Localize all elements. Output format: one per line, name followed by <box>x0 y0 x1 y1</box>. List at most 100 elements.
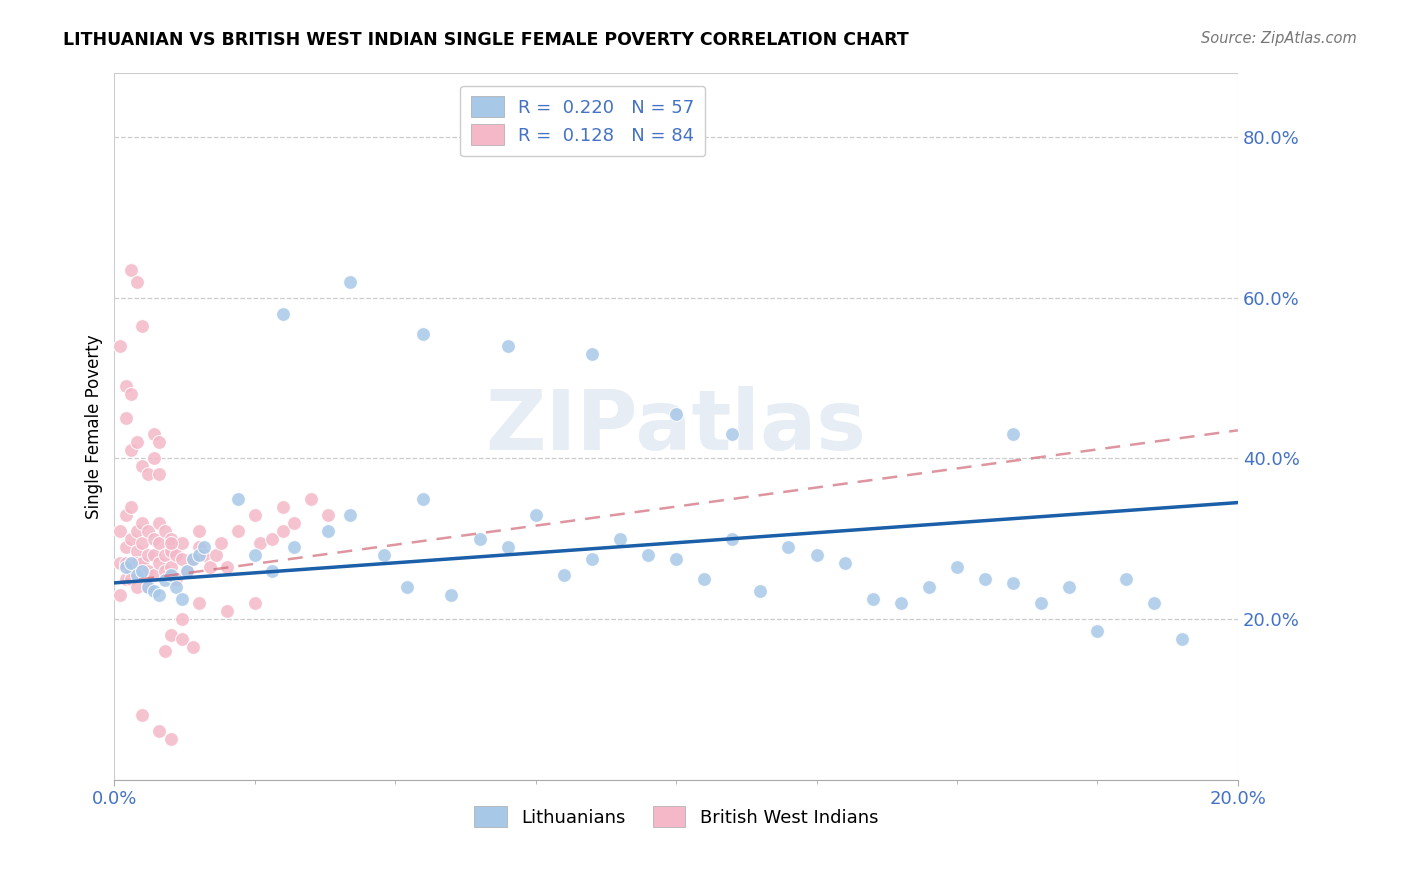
Point <box>159 543 181 558</box>
Point <box>114 559 136 574</box>
Point <box>974 572 997 586</box>
Point <box>243 548 266 562</box>
Point <box>114 508 136 522</box>
Point <box>524 508 547 522</box>
Point <box>136 467 159 482</box>
Point <box>120 532 142 546</box>
Point <box>271 524 294 538</box>
Point <box>159 732 181 747</box>
Point <box>114 556 136 570</box>
Point <box>170 591 193 606</box>
Point <box>283 540 305 554</box>
Point <box>187 524 209 538</box>
Point <box>114 572 136 586</box>
Point <box>609 532 631 546</box>
Point <box>271 500 294 514</box>
Point <box>114 379 136 393</box>
Point <box>142 532 165 546</box>
Point <box>142 451 165 466</box>
Point <box>108 524 131 538</box>
Point <box>120 556 142 570</box>
Point <box>1059 580 1081 594</box>
Point <box>136 564 159 578</box>
Point <box>153 574 176 588</box>
Point <box>249 535 271 549</box>
Point <box>142 427 165 442</box>
Point <box>468 532 491 546</box>
Point <box>581 347 603 361</box>
Point <box>243 508 266 522</box>
Point <box>412 491 434 506</box>
Point <box>125 524 148 538</box>
Point <box>215 559 238 574</box>
Point <box>142 567 165 582</box>
Point <box>170 535 193 549</box>
Point <box>131 459 153 474</box>
Point <box>153 524 176 538</box>
Point <box>170 612 193 626</box>
Point <box>159 567 181 582</box>
Point <box>299 491 322 506</box>
Point <box>834 556 856 570</box>
Point <box>131 535 153 549</box>
Point <box>131 564 153 578</box>
Point <box>120 572 142 586</box>
Point <box>316 524 339 538</box>
Point <box>1002 575 1025 590</box>
Point <box>108 339 131 353</box>
Point <box>170 632 193 646</box>
Point <box>108 588 131 602</box>
Point <box>271 307 294 321</box>
Point <box>181 551 204 566</box>
Point <box>120 443 142 458</box>
Point <box>316 508 339 522</box>
Point <box>260 564 283 578</box>
Point <box>226 491 249 506</box>
Point <box>148 467 170 482</box>
Point <box>260 532 283 546</box>
Point <box>1170 632 1192 646</box>
Point <box>148 435 170 450</box>
Point <box>243 596 266 610</box>
Point <box>1031 596 1053 610</box>
Point <box>131 516 153 530</box>
Point <box>1115 572 1137 586</box>
Point <box>181 551 204 566</box>
Point <box>806 548 828 562</box>
Y-axis label: Single Female Poverty: Single Female Poverty <box>86 334 103 518</box>
Point <box>665 407 688 421</box>
Point <box>131 708 153 723</box>
Point <box>193 540 215 554</box>
Point <box>131 559 153 574</box>
Point <box>412 326 434 341</box>
Point <box>153 564 176 578</box>
Point <box>159 535 181 549</box>
Point <box>159 559 181 574</box>
Point <box>637 548 659 562</box>
Point <box>148 588 170 602</box>
Point <box>187 540 209 554</box>
Point <box>165 548 187 562</box>
Point <box>153 644 176 658</box>
Point <box>665 551 688 566</box>
Point <box>153 548 176 562</box>
Point <box>693 572 716 586</box>
Point <box>120 387 142 401</box>
Point <box>215 604 238 618</box>
Text: Source: ZipAtlas.com: Source: ZipAtlas.com <box>1201 31 1357 46</box>
Point <box>125 435 148 450</box>
Text: ZIPatlas: ZIPatlas <box>485 386 866 467</box>
Point <box>148 535 170 549</box>
Point <box>148 556 170 570</box>
Point <box>721 532 744 546</box>
Text: LITHUANIAN VS BRITISH WEST INDIAN SINGLE FEMALE POVERTY CORRELATION CHART: LITHUANIAN VS BRITISH WEST INDIAN SINGLE… <box>63 31 910 49</box>
Point <box>125 580 148 594</box>
Point <box>721 427 744 442</box>
Point <box>946 559 969 574</box>
Point <box>170 551 193 566</box>
Point <box>176 564 198 578</box>
Point <box>165 572 187 586</box>
Point <box>125 275 148 289</box>
Point <box>142 548 165 562</box>
Point <box>283 516 305 530</box>
